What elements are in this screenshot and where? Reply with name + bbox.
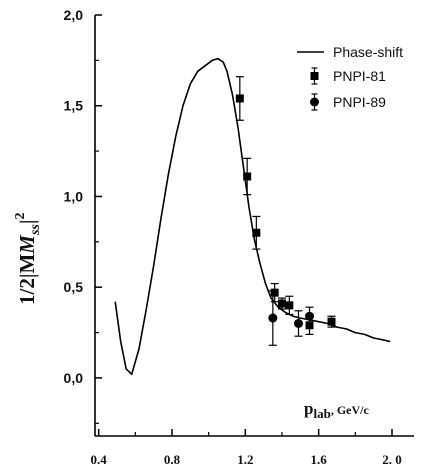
pnpi-81-point <box>327 317 336 326</box>
x-tick-label: 1.2 <box>237 452 253 467</box>
legend-label: PNPI-89 <box>333 94 386 110</box>
legend-swatch-square <box>310 72 319 80</box>
x-tick-label: 0.4 <box>91 452 108 467</box>
legend: Phase-shift PNPI-81 PNPI-89 <box>297 44 403 111</box>
pnpi-89-point <box>305 311 314 321</box>
x-axis-label: plab, GeV/c <box>304 399 369 421</box>
pnpi-81-point <box>235 94 244 103</box>
x-tick-label: 1.6 <box>311 452 328 467</box>
y-tick-label: 0,0 <box>64 370 84 386</box>
pnpi-81-point <box>270 288 279 297</box>
y-tick-label: 1,0 <box>64 188 84 204</box>
pnpi-81-point <box>243 172 252 181</box>
y-tick-label: 0,5 <box>64 279 84 295</box>
y-tick-label: 2,0 <box>64 7 84 23</box>
pnpi-81-point <box>278 299 286 308</box>
pnpi-81-point <box>285 301 294 310</box>
pnpi-89-point <box>294 318 303 328</box>
pnpi-81-point <box>252 228 261 237</box>
y-axis-label: 1/2|MMss|2 <box>13 213 43 306</box>
x-tick-label: 0.8 <box>164 452 181 467</box>
pnpi-89-point <box>268 313 278 323</box>
legend-swatch-circle <box>310 97 319 107</box>
x-tick-label: 2. 0 <box>382 452 402 467</box>
chart-marks <box>114 57 391 376</box>
legend-label: PNPI-81 <box>333 68 386 84</box>
y-tick-label: 1,5 <box>64 98 84 114</box>
legend-label: Phase-shift <box>333 44 403 60</box>
axes: 0,0 0,5 1,0 1,5 2,0 0.4 0.8 1.2 1.6 2. 0 <box>64 7 414 467</box>
